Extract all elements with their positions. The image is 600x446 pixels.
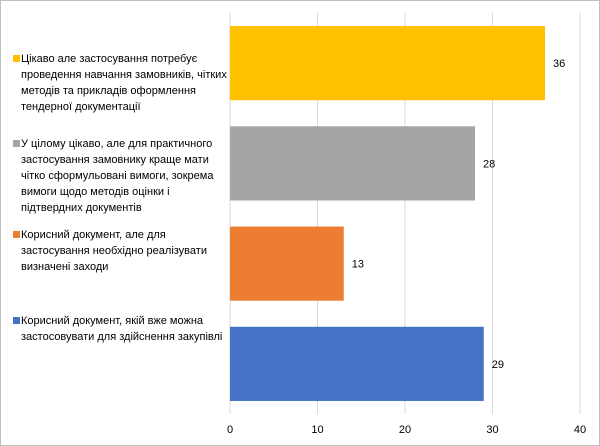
legend-item-3: Корисний документ, але для застосування … [9,227,227,275]
legend-swatch-2 [13,140,20,147]
legend-label-2: У цілому цікаво, але для практичного зас… [21,138,214,214]
x-tick-label-3: 30 [486,424,498,436]
legend-item-1: Цікаво але застосування потребує проведе… [9,51,227,115]
legend-item-2: У цілому цікаво, але для практичного зас… [9,136,227,216]
legend-swatch-1 [13,55,20,62]
legend-label-3: Корисний документ, але для застосування … [21,229,207,273]
data-label-2: 13 [352,259,364,271]
bar-2 [230,226,344,301]
data-label-3: 28 [483,158,495,170]
legend-item-4: Корисний документ, якій вже можна застос… [9,313,227,345]
x-tick-label-0: 0 [227,424,233,436]
legend-label-1: Цікаво але застосування потребує проведе… [21,53,227,113]
x-tick-label-2: 20 [399,424,411,436]
legend-label-4: Корисний документ, якій вже можна застос… [21,315,223,343]
bar-4 [230,26,545,101]
bar-3 [230,126,475,201]
x-tick-label-1: 10 [311,424,323,436]
data-label-1: 29 [492,359,504,371]
legend-swatch-3 [13,231,20,238]
legend-swatch-4 [13,317,20,324]
bar-1 [230,326,484,401]
x-tick-label-4: 40 [574,424,586,436]
data-label-4: 36 [553,58,565,70]
